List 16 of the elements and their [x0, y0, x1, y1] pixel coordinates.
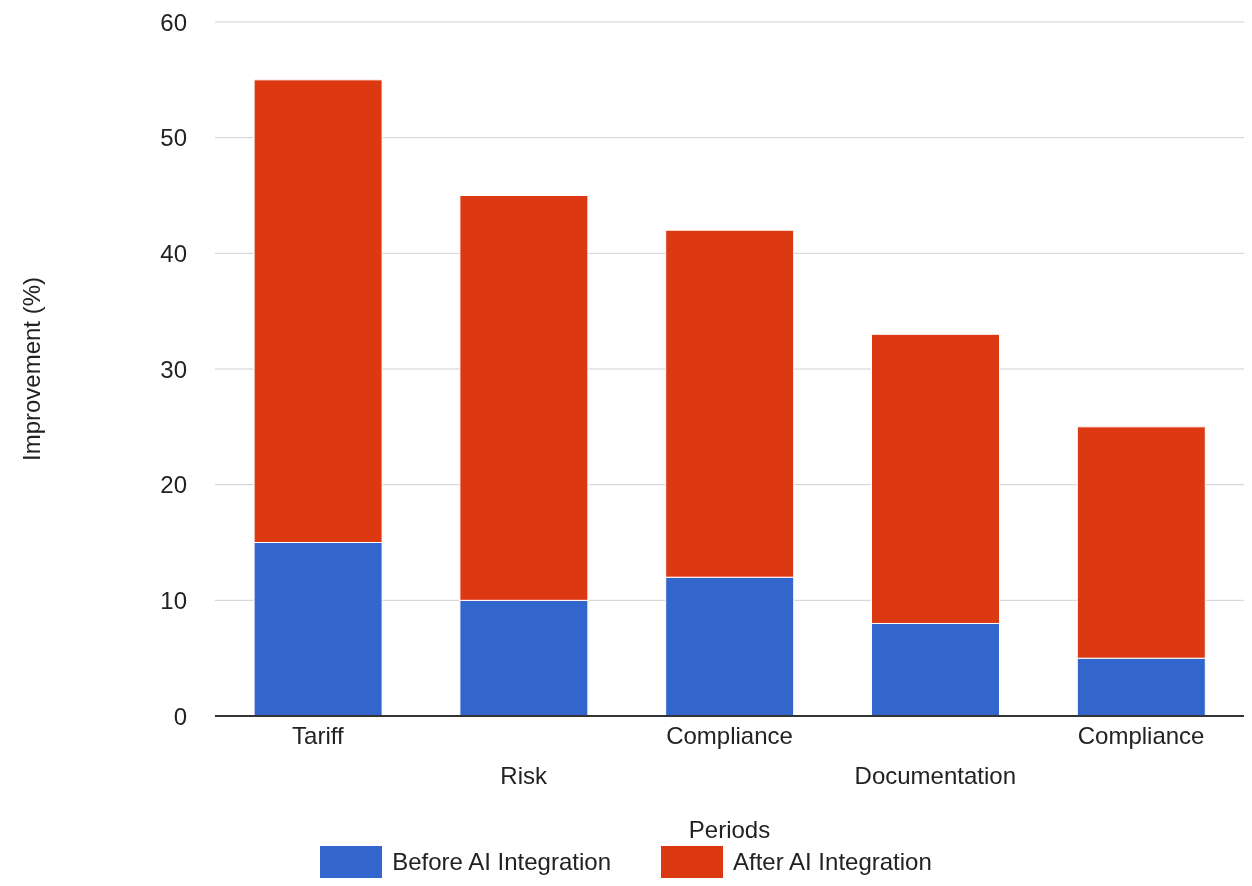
- x-tick-label: Documentation: [854, 762, 1017, 789]
- y-tick-label: 30: [160, 355, 187, 383]
- x-tick-label: Risk: [500, 762, 549, 789]
- x-tick-label: Tariff: [292, 722, 345, 749]
- y-tick-label: 10: [160, 586, 187, 614]
- y-tick-label: 50: [160, 124, 187, 152]
- y-axis-title: Improvement (%): [18, 276, 45, 462]
- y-tick-label: 40: [160, 239, 187, 267]
- x-tick-label: Compliance: [1077, 722, 1205, 749]
- x-axis-title: Periods: [688, 816, 771, 843]
- x-tick-label: Compliance: [666, 722, 793, 749]
- y-tick-label: 60: [160, 8, 187, 36]
- legend-label: After AI Integration: [733, 848, 932, 876]
- y-tick-label: 20: [160, 471, 187, 499]
- legend-label: Before AI Integration: [392, 848, 611, 876]
- y-tick-label: 0: [173, 702, 187, 730]
